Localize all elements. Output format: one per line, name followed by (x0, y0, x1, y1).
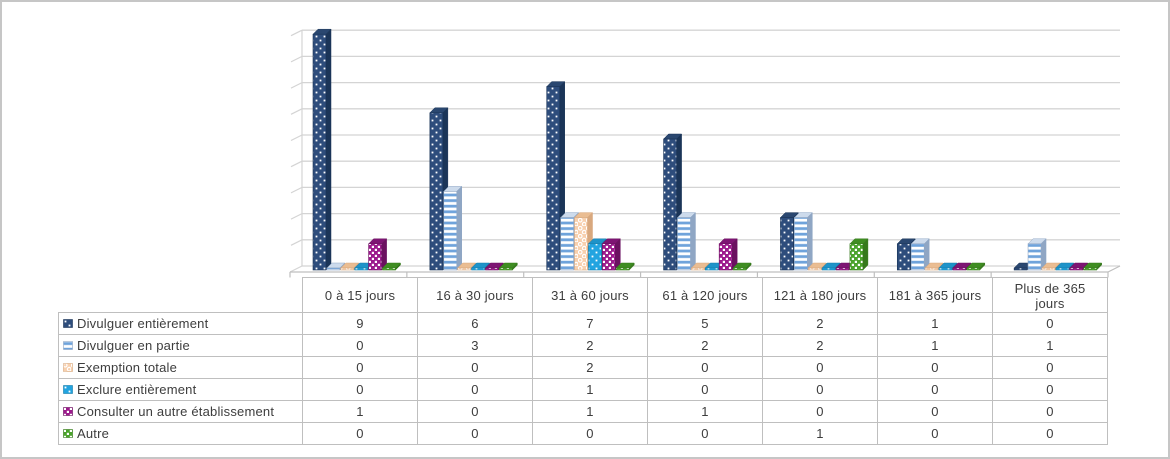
legend-label: Consulter un autre établissement (77, 404, 275, 419)
value-cell: 0 (532, 422, 648, 445)
value-cell: 0 (302, 334, 418, 357)
value-cell: 2 (532, 334, 648, 357)
bar-5-5 (966, 262, 986, 271)
category-header-cell: 31 à 60 jours (532, 277, 648, 314)
value-cell: 0 (417, 356, 533, 379)
legend-cell: Divulguer entièrement (58, 312, 303, 335)
bar-4-2 (601, 238, 621, 271)
bar-4-6 (1069, 262, 1089, 271)
legend-swatch-icon (63, 341, 73, 350)
category-axis (289, 265, 1121, 278)
value-cell: 0 (992, 400, 1108, 423)
value-cell: 1 (532, 378, 648, 401)
value-cell: 0 (877, 378, 993, 401)
value-cell: 0 (647, 422, 763, 445)
bar-5-4 (849, 238, 869, 271)
value-cell: 1 (877, 334, 993, 357)
bar-5-6 (1083, 262, 1103, 271)
legend-cell: Autre (58, 422, 303, 445)
bar-0-0 (312, 28, 332, 271)
value-cell: 0 (762, 378, 878, 401)
category-header-cell: 61 à 120 jours (647, 277, 763, 314)
legend-cell: Exclure entièrement (58, 378, 303, 401)
bar-1-6 (1027, 238, 1047, 271)
value-cell: 0 (647, 356, 763, 379)
value-cell: 0 (992, 312, 1108, 335)
legend-label: Divulguer en partie (77, 338, 190, 353)
gridlines (289, 29, 1120, 273)
value-cell: 2 (762, 334, 878, 357)
value-cell: 0 (302, 422, 418, 445)
bar-4-3 (718, 238, 738, 271)
value-cell: 0 (877, 356, 993, 379)
value-cell: 0 (762, 356, 878, 379)
value-cell: 3 (417, 334, 533, 357)
value-cell: 5 (647, 312, 763, 335)
value-cell: 9 (302, 312, 418, 335)
value-cell: 0 (992, 422, 1108, 445)
bar-1-4 (793, 211, 813, 271)
value-cell: 2 (647, 334, 763, 357)
bar-2-1 (457, 262, 477, 271)
legend-cell: Divulguer en partie (58, 334, 303, 357)
value-cell: 6 (417, 312, 533, 335)
bar-5-2 (615, 262, 635, 271)
category-header-cell: 121 à 180 jours (762, 277, 878, 314)
value-cell: 0 (992, 378, 1108, 401)
bar-5-0 (381, 262, 402, 271)
legend-swatch-icon (63, 363, 73, 372)
value-cell: 1 (532, 400, 648, 423)
value-cell: 0 (992, 356, 1108, 379)
value-cell: 0 (302, 356, 418, 379)
value-cell: 0 (877, 400, 993, 423)
legend-label: Divulguer entièrement (77, 316, 209, 331)
bar-1-1 (443, 185, 463, 271)
category-header-cell: 16 à 30 jours (417, 277, 533, 314)
value-cell: 1 (992, 334, 1108, 357)
legend-label: Autre (77, 426, 110, 441)
legend-swatch-icon (63, 407, 73, 416)
value-cell: 0 (302, 378, 418, 401)
legend-swatch-icon (63, 319, 73, 328)
legend-swatch-icon (63, 385, 73, 394)
value-cell: 0 (877, 422, 993, 445)
bar-2-2 (573, 211, 594, 271)
value-cell: 1 (762, 422, 878, 445)
bars (312, 28, 1103, 271)
value-cell: 0 (647, 378, 763, 401)
value-cell: 7 (532, 312, 648, 335)
bar-1-5 (910, 238, 930, 271)
bar-2-5 (924, 262, 944, 271)
category-header-cell: Plus de 365 jours (992, 277, 1108, 314)
value-cell: 0 (417, 400, 533, 423)
value-cell: 1 (302, 400, 418, 423)
value-cell: 2 (762, 312, 878, 335)
bar-3-1 (470, 262, 491, 271)
value-cell: 1 (647, 400, 763, 423)
legend-label: Exemption totale (77, 360, 178, 375)
value-cell: 1 (877, 312, 993, 335)
legend-cell: Exemption totale (58, 356, 303, 379)
legend-label: Exclure entièrement (77, 382, 197, 397)
legend-swatch-icon (63, 429, 73, 438)
value-cell: 0 (762, 400, 878, 423)
bar-4-1 (484, 262, 505, 271)
value-cell: 2 (532, 356, 648, 379)
value-cell: 0 (417, 378, 533, 401)
category-header-cell: 0 à 15 jours (302, 277, 418, 314)
legend-cell: Consulter un autre établissement (58, 400, 303, 423)
bar-5-3 (732, 262, 752, 271)
bar-1-3 (676, 211, 697, 271)
bar-5-1 (498, 262, 518, 271)
category-header-cell: 181 à 365 jours (877, 277, 993, 314)
value-cell: 0 (417, 422, 533, 445)
bar-4-0 (367, 238, 388, 271)
